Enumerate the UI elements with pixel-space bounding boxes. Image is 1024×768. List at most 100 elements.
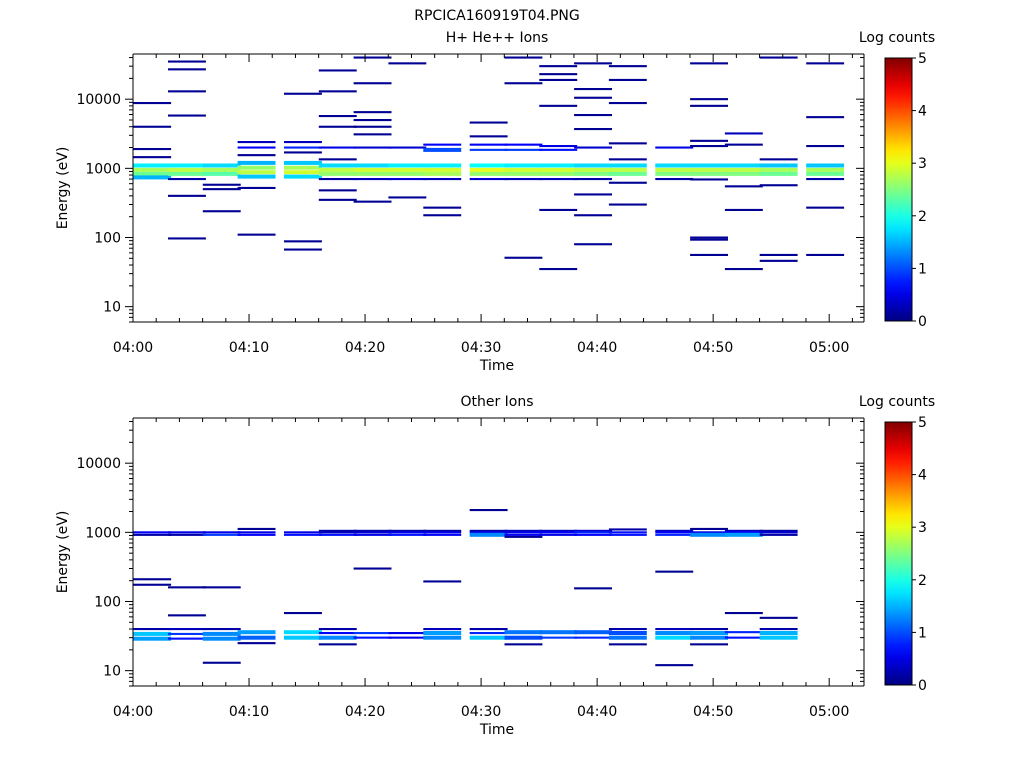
heatmap-cell (318, 628, 357, 631)
heatmap-cell (388, 62, 427, 65)
heatmap-cell (806, 253, 845, 256)
figure-title: RPCICA160919T04.PNG (414, 8, 579, 24)
x-tick-label: 05:00 (809, 340, 849, 356)
heatmap-cell (388, 636, 427, 639)
heatmap-cell (539, 208, 578, 211)
heatmap-cell (202, 586, 241, 589)
heatmap-cell (759, 184, 798, 187)
heatmap-cell (574, 529, 612, 532)
heatmap-cell (284, 612, 322, 615)
heatmap-cell (423, 171, 462, 176)
heatmap-cell (237, 635, 276, 640)
panel-title: H+ He++ Ions (446, 30, 549, 46)
heatmap-cell (539, 268, 578, 271)
colorbar-tick-label: 0 (918, 678, 927, 694)
heatmap-cell (133, 531, 172, 534)
heatmap-cell (318, 125, 357, 128)
heatmap-cell (655, 167, 694, 172)
heatmap-cell (133, 578, 172, 581)
heatmap-cell (690, 145, 728, 148)
heatmap-cell (284, 165, 322, 170)
heatmap-cell (388, 178, 427, 181)
heatmap-cell (202, 533, 241, 536)
heatmap-cell (423, 628, 462, 631)
colorbar-tick-label: 0 (918, 314, 927, 330)
heatmap-cell (423, 178, 462, 181)
heatmap-cell (608, 65, 647, 68)
heatmap-cell (423, 635, 462, 640)
heatmap-cell (724, 636, 763, 639)
heatmap-cell (574, 62, 612, 65)
heatmap-cell (237, 533, 276, 536)
heatmap-cell (690, 236, 728, 239)
heatmap-cell (353, 200, 392, 203)
heatmap-cell (284, 174, 322, 179)
heatmap-cell (237, 174, 276, 179)
heatmap-cell (690, 104, 728, 107)
heatmap-cell (469, 148, 508, 151)
heatmap-cell (318, 178, 357, 181)
heatmap-cell (353, 167, 392, 172)
heatmap-cell (469, 509, 508, 512)
heatmap-cell (655, 146, 694, 149)
heatmap-cell (168, 637, 206, 640)
heatmap-cell (539, 104, 578, 107)
heatmap-cell (655, 664, 694, 667)
colorbar-tick-label: 2 (918, 209, 927, 225)
heatmap-cell (655, 628, 694, 631)
heatmap-cell (202, 171, 241, 176)
heatmap-cell (353, 146, 392, 149)
heatmap-cell (133, 631, 172, 636)
heatmap-cell (469, 178, 508, 181)
heatmap-cell (168, 60, 206, 63)
heatmap-cell (539, 171, 578, 176)
heatmap-cell (574, 178, 612, 181)
x-tick-label: 04:50 (693, 704, 733, 720)
heatmap-cell (423, 214, 462, 217)
x-tick-label: 05:00 (809, 704, 849, 720)
y-tick-label: 100 (94, 230, 121, 246)
heatmap-cell (539, 148, 578, 151)
heatmap-cell (504, 148, 543, 151)
heatmap-cell (133, 102, 172, 105)
heatmap-cell (806, 62, 845, 65)
heatmap-cell (724, 268, 763, 271)
heatmap-cell (724, 185, 763, 188)
heatmap-cell (759, 531, 798, 534)
heatmap-cell (237, 170, 276, 175)
heatmap-cell (168, 114, 206, 117)
heatmap-cell (168, 171, 206, 176)
heatmap-cell (608, 635, 647, 640)
heatmap-cell (504, 533, 543, 536)
heatmap-cell (608, 628, 647, 631)
heatmap-cell (539, 630, 578, 635)
heatmap-cell (806, 116, 845, 119)
heatmap-cell (469, 532, 508, 537)
heatmap-cell (724, 208, 763, 211)
heatmap-cell (423, 531, 462, 534)
heatmap-cell (284, 146, 322, 149)
colorbar-tick-label: 1 (918, 625, 927, 641)
heatmap-cell (469, 121, 508, 124)
heatmap-cell (388, 167, 427, 172)
x-tick-label: 04:20 (345, 704, 385, 720)
heatmap-cell (353, 111, 392, 114)
heatmap-cell (202, 661, 241, 664)
heatmap-cell (608, 142, 647, 145)
heatmap-cell (353, 529, 392, 532)
heatmap-cell (353, 567, 392, 570)
heatmap-cell (724, 529, 763, 532)
heatmap-cell (284, 141, 322, 144)
heatmap-cell (202, 163, 241, 168)
heatmap-cell (237, 146, 276, 149)
heatmap-cell (724, 612, 763, 615)
heatmap-cell (133, 533, 172, 536)
heatmap-cell (724, 171, 763, 176)
heatmap-cell (423, 147, 462, 152)
heatmap-cell (133, 583, 172, 586)
heatmap-cell (168, 167, 206, 172)
heatmap-cell (469, 531, 508, 534)
heatmap-cell (504, 167, 543, 172)
heatmap-cell (202, 210, 241, 213)
